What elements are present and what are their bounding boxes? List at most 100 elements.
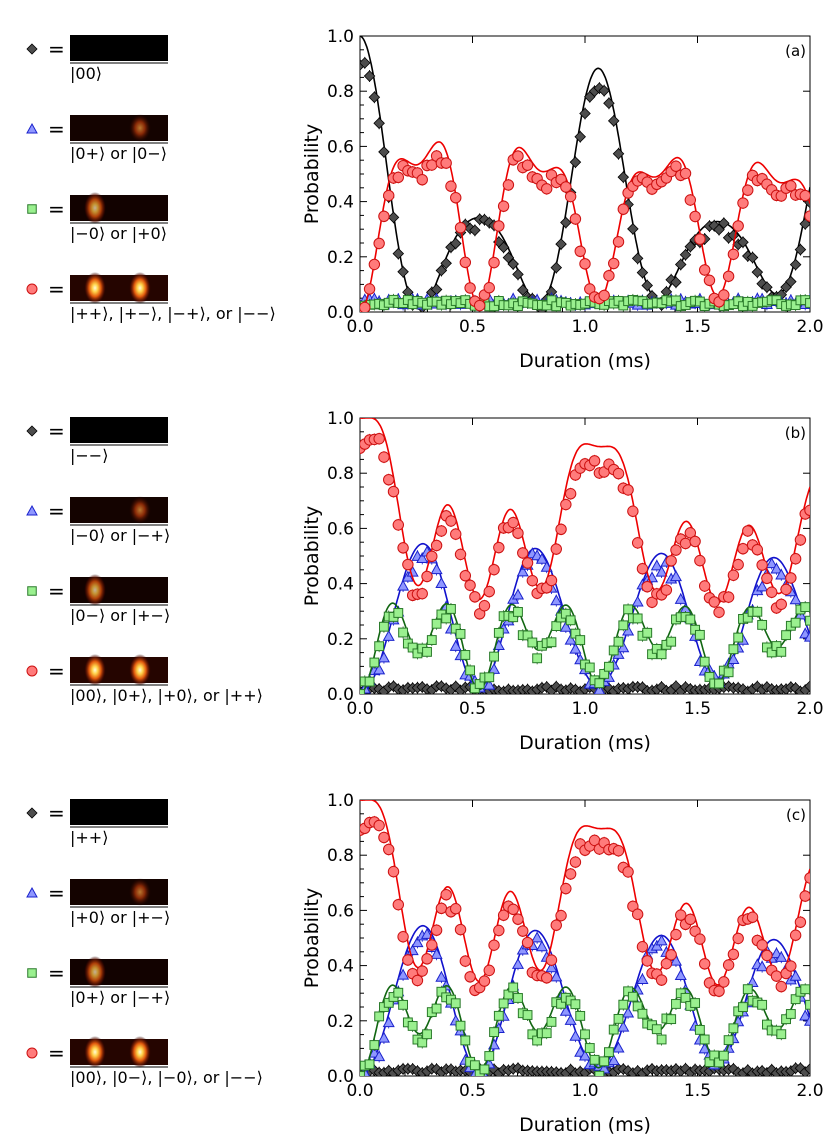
legend-entry-circle: = |00⟩, |0+⟩, |+0⟩, or |++⟩ — [26, 654, 263, 705]
data-point-circle — [742, 525, 754, 537]
data-point-circle — [564, 488, 577, 500]
legend-entry-diamond: = |−−⟩ — [26, 417, 168, 465]
data-point-triangle — [607, 1054, 620, 1066]
data-point-square — [728, 1023, 739, 1034]
data-point-circle — [761, 572, 773, 584]
ion-image-glow — [70, 959, 168, 985]
data-point-square — [431, 1003, 442, 1014]
data-point-circle — [383, 189, 395, 202]
ion-fluorescence-spot — [129, 654, 151, 686]
data-point-diamond — [789, 258, 802, 271]
data-point-circle — [464, 282, 476, 294]
data-point-circle — [574, 245, 586, 258]
data-point-triangle — [435, 970, 448, 982]
data-point-square — [575, 635, 586, 645]
data-point-circle — [387, 865, 400, 878]
legend-equals: = — [48, 1041, 65, 1065]
data-point-triangle — [655, 934, 668, 946]
ion-fluorescence-spot — [84, 192, 106, 224]
data-point-square — [680, 992, 691, 1003]
data-point-triangle — [382, 1016, 395, 1028]
legend-label: |00⟩, |0+⟩, |+0⟩, or |++⟩ — [70, 686, 263, 705]
data-point-circle — [775, 980, 787, 993]
data-point-square — [455, 629, 466, 639]
data-point-circle — [560, 882, 572, 895]
data-point-circle — [435, 902, 448, 914]
data-point-circle — [670, 928, 682, 941]
legend-entry-triangle: = |−0⟩ or |−+⟩ — [26, 496, 170, 545]
x-tick-label: 1.0 — [571, 1081, 598, 1101]
data-point-triangle — [799, 1009, 810, 1021]
data-point-square — [379, 621, 389, 632]
data-point-circle — [378, 831, 390, 844]
y-tick-label: 0.8 — [327, 82, 354, 102]
data-point-square — [694, 629, 705, 640]
data-point-circle — [766, 586, 778, 598]
data-point-square — [694, 1024, 705, 1035]
data-point-diamond — [387, 211, 400, 224]
data-point-square — [469, 1060, 480, 1071]
data-point-square — [489, 651, 499, 662]
legend-equals: = — [48, 37, 65, 61]
data-point-circle — [560, 498, 572, 511]
data-point-circle — [454, 548, 467, 561]
y-tick-label: 0.0 — [327, 1067, 354, 1087]
data-point-circle — [445, 180, 457, 192]
y-tick-label: 0.0 — [327, 685, 354, 705]
data-point-square — [781, 630, 791, 641]
legend-marker-triangle — [26, 122, 38, 134]
data-point-square — [565, 615, 576, 626]
data-point-triangle — [631, 595, 644, 607]
data-point-circle — [742, 184, 754, 196]
data-point-circle — [464, 971, 476, 983]
data-point-square — [364, 676, 375, 687]
data-point-circle — [521, 557, 534, 569]
data-point-circle — [603, 269, 615, 282]
data-point-square — [426, 635, 437, 645]
data-point-triangle — [416, 552, 429, 564]
data-point-circle — [440, 889, 452, 901]
data-point-circle — [483, 585, 495, 598]
data-point-circle — [564, 190, 577, 203]
data-point-triangle — [636, 973, 649, 984]
data-point-square — [642, 627, 653, 638]
data-point-square — [493, 627, 504, 638]
legend-label: |−−⟩ — [70, 446, 108, 465]
data-point-circle — [521, 159, 534, 171]
data-point-circle — [655, 974, 668, 986]
data-point-circle — [483, 282, 495, 294]
data-point-triangle — [650, 559, 663, 571]
data-point-circle — [421, 570, 433, 583]
data-point-diamond — [373, 117, 385, 130]
data-point-triangle — [803, 630, 810, 642]
ion-fluorescence-spot — [84, 574, 106, 606]
data-point-square — [417, 1037, 428, 1048]
data-point-circle — [718, 289, 730, 301]
data-point-circle — [588, 455, 601, 467]
data-point-diamond — [617, 171, 630, 183]
y-tick-label: 0.2 — [327, 248, 354, 268]
ion-image — [70, 35, 168, 61]
data-point-circle — [497, 200, 510, 212]
plot-area — [360, 36, 810, 312]
data-point-square — [374, 1011, 385, 1022]
data-point-diamond — [387, 680, 400, 693]
data-point-circle — [411, 974, 424, 987]
legend-label: |−0⟩ or |−+⟩ — [70, 526, 170, 545]
data-point-square — [484, 1051, 495, 1061]
data-point-square — [532, 653, 543, 664]
data-point-circle — [541, 972, 553, 984]
legend-label: |0+⟩ or |0−⟩ — [70, 144, 167, 163]
ion-image-glow — [70, 115, 168, 141]
data-point-circle — [631, 537, 644, 549]
data-point-square — [493, 1010, 504, 1021]
data-point-circle — [416, 174, 428, 186]
data-point-diamond — [684, 240, 697, 253]
data-point-square — [584, 662, 595, 673]
data-point-circle — [483, 964, 495, 977]
data-point-square — [450, 998, 461, 1009]
data-point-circle — [435, 525, 448, 537]
data-point-square — [484, 672, 495, 683]
x-tick-label: 0.0 — [346, 1081, 373, 1101]
y-axis-title: Probability — [301, 124, 323, 224]
